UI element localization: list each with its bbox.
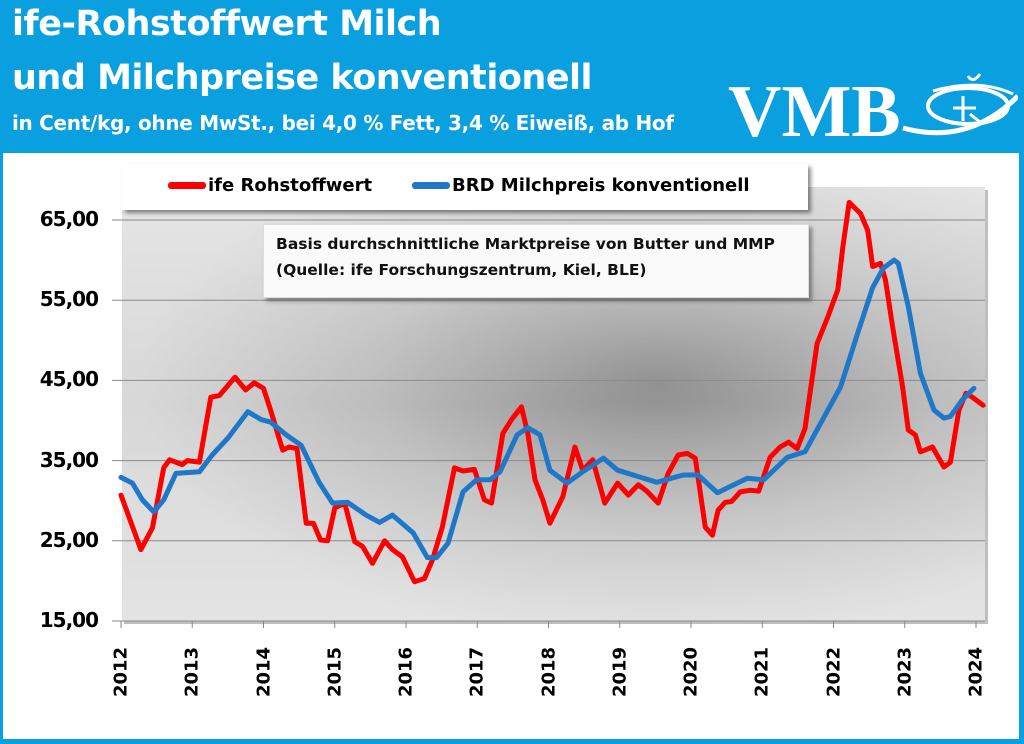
legend: ife Rohstoffwert BRD Milchpreis konventi… bbox=[122, 164, 808, 210]
legend-label: ife Rohstoffwert bbox=[208, 175, 373, 196]
x-tick-label: 2012 bbox=[110, 646, 132, 698]
header: ife-Rohstoffwert Milch und Milchpreise k… bbox=[0, 0, 1024, 150]
x-tick-label: 2021 bbox=[751, 646, 773, 698]
y-tick-label: 35,00 bbox=[39, 447, 99, 472]
x-tick-label: 2024 bbox=[965, 646, 987, 698]
svg-text:VMB: VMB bbox=[728, 71, 901, 146]
legend-swatch-blue bbox=[412, 182, 450, 189]
subtitle: in Cent/kg, ohne MwSt., bei 4,0 % Fett, … bbox=[12, 111, 674, 135]
x-tick-label: 2017 bbox=[466, 646, 488, 698]
x-tick-label: 2023 bbox=[894, 646, 916, 698]
y-tick-label: 25,00 bbox=[39, 527, 99, 552]
legend-item-ife: ife Rohstoffwert bbox=[168, 175, 372, 196]
annotation-box: Basis durchschnittliche Marktpreise von … bbox=[263, 224, 809, 298]
y-tick-label: 45,00 bbox=[39, 367, 99, 392]
annotation-line-2: (Quelle: ife Forschungszentrum, Kiel, BL… bbox=[276, 261, 647, 279]
legend-label: BRD Milchpreis konventionell bbox=[452, 175, 750, 196]
x-tick-label: 2022 bbox=[823, 646, 844, 698]
x-tick-label: 2019 bbox=[609, 646, 631, 698]
x-tick-label: 2018 bbox=[538, 646, 559, 698]
vmb-logo: VMB bbox=[728, 71, 1018, 146]
y-tick-label: 65,00 bbox=[39, 207, 99, 231]
legend-item-brd: BRD Milchpreis konventionell bbox=[412, 175, 750, 196]
annotation-line-1: Basis durchschnittliche Marktpreise von … bbox=[276, 235, 775, 253]
x-tick-label: 2016 bbox=[395, 646, 417, 698]
series-line-ife-rohstoffwert bbox=[118, 199, 986, 585]
x-tick-label: 2013 bbox=[181, 646, 203, 698]
legend-swatch-red bbox=[168, 182, 206, 189]
x-tick-label: 2014 bbox=[253, 646, 274, 698]
x-tick-label: 2015 bbox=[324, 646, 346, 698]
series-line-brd-milchpreis bbox=[118, 257, 977, 561]
title-line-2: und Milchpreise konventionell bbox=[12, 58, 593, 98]
x-tick-label: 2020 bbox=[680, 646, 702, 698]
y-tick-label: 15,00 bbox=[39, 608, 99, 632]
y-tick-label: 55,00 bbox=[39, 287, 99, 312]
title-line-1: ife-Rohstoffwert Milch bbox=[12, 4, 442, 44]
